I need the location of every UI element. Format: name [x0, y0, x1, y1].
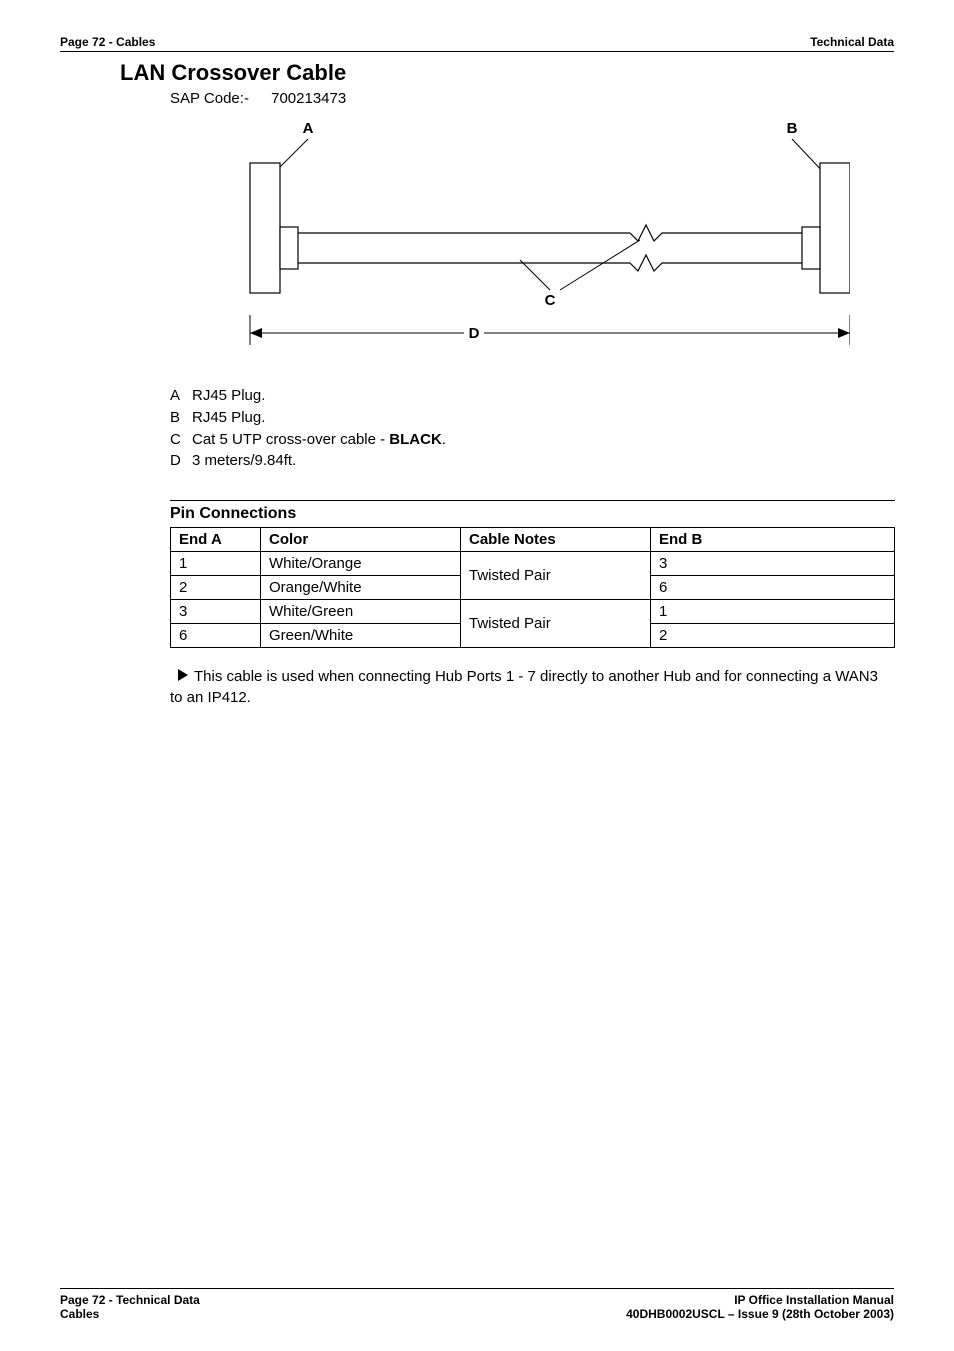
diagram-label-b: B	[787, 120, 798, 137]
leader-c-2	[560, 240, 640, 290]
dim-arrow-right	[838, 328, 850, 338]
cell-notes: Twisted Pair	[461, 600, 651, 648]
cable-break-top	[630, 225, 802, 241]
legend-row-b: B RJ45 Plug.	[170, 407, 894, 429]
page-footer: Page 72 - Technical Data Cables IP Offic…	[60, 1288, 894, 1321]
footer-right-line2: 40DHB0002USCL – Issue 9 (28th October 20…	[626, 1307, 894, 1321]
cell-notes: Twisted Pair	[461, 552, 651, 600]
legend-text: Cat 5 UTP cross-over cable - BLACK.	[192, 429, 446, 451]
note-arrow-icon	[178, 666, 188, 687]
legend-text: 3 meters/9.84ft.	[192, 450, 296, 472]
cable-break-bottom	[630, 255, 802, 271]
legend-letter: A	[170, 385, 192, 407]
usage-note: This cable is used when connecting Hub P…	[170, 666, 890, 708]
footer-left: Page 72 - Technical Data Cables	[60, 1293, 200, 1321]
dim-arrow-left	[250, 328, 262, 338]
table-header-row: End A Color Cable Notes End B	[171, 528, 895, 552]
page-title: LAN Crossover Cable	[120, 60, 894, 86]
sap-label: SAP Code:-	[170, 90, 249, 107]
legend-letter: C	[170, 429, 192, 451]
diagram-label-d: D	[469, 325, 480, 342]
connector-a	[250, 163, 298, 293]
sap-code-value: 700213473	[271, 90, 346, 107]
cell-end-a: 1	[171, 552, 261, 576]
footer-left-line2: Cables	[60, 1307, 200, 1321]
legend-letter: D	[170, 450, 192, 472]
sap-code-line: SAP Code:- 700213473	[170, 90, 894, 107]
leader-c-1	[520, 260, 550, 290]
cell-color: Orange/White	[261, 576, 461, 600]
cell-color: White/Orange	[261, 552, 461, 576]
cell-end-b: 2	[651, 624, 895, 648]
diagram-label-a: A	[303, 120, 314, 137]
footer-right-line1: IP Office Installation Manual	[626, 1293, 894, 1307]
legend-row-a: A RJ45 Plug.	[170, 385, 894, 407]
cell-end-b: 3	[651, 552, 895, 576]
legend-text-before: Cat 5 UTP cross-over cable -	[192, 431, 389, 448]
cell-color: Green/White	[261, 624, 461, 648]
legend-letter: B	[170, 407, 192, 429]
cell-end-a: 3	[171, 600, 261, 624]
cell-end-b: 1	[651, 600, 895, 624]
legend-text-after: .	[442, 431, 446, 448]
footer-left-line1: Page 72 - Technical Data	[60, 1293, 200, 1307]
header-right: Technical Data	[810, 35, 894, 49]
diagram-svg: A B C	[170, 115, 850, 360]
legend-row-d: D 3 meters/9.84ft.	[170, 450, 894, 472]
table-row: 3 White/Green Twisted Pair 1	[171, 600, 895, 624]
diagram-label-c: C	[545, 292, 556, 309]
cell-end-b: 6	[651, 576, 895, 600]
legend-text: RJ45 Plug.	[192, 385, 265, 407]
section-title: Pin Connections	[170, 500, 895, 523]
pin-connections-table: End A Color Cable Notes End B 1 White/Or…	[170, 527, 895, 648]
diagram-legend: A RJ45 Plug. B RJ45 Plug. C Cat 5 UTP cr…	[170, 385, 894, 472]
footer-right: IP Office Installation Manual 40DHB0002U…	[626, 1293, 894, 1321]
connector-b	[802, 163, 850, 293]
cell-color: White/Green	[261, 600, 461, 624]
header-left: Page 72 - Cables	[60, 35, 155, 49]
page-header: Page 72 - Cables Technical Data	[60, 35, 894, 52]
legend-text: RJ45 Plug.	[192, 407, 265, 429]
th-notes: Cable Notes	[461, 528, 651, 552]
th-end-a: End A	[171, 528, 261, 552]
legend-row-c: C Cat 5 UTP cross-over cable - BLACK.	[170, 429, 894, 451]
table-row: 1 White/Orange Twisted Pair 3	[171, 552, 895, 576]
cell-end-a: 6	[171, 624, 261, 648]
cable-diagram: A B C	[170, 115, 894, 365]
legend-text-bold: BLACK	[389, 431, 442, 448]
th-color: Color	[261, 528, 461, 552]
note-text: This cable is used when connecting Hub P…	[170, 668, 878, 706]
cell-end-a: 2	[171, 576, 261, 600]
th-end-b: End B	[651, 528, 895, 552]
